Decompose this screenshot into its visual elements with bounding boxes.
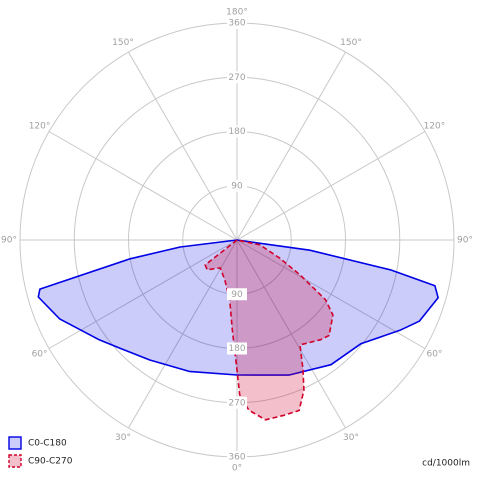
grid-spoke bbox=[48, 131, 238, 241]
angle-label: 180° bbox=[226, 8, 248, 18]
grid-spoke bbox=[236, 51, 346, 241]
unit-label: cd/1000lm bbox=[422, 459, 470, 469]
r-label-bg bbox=[227, 179, 247, 192]
polar-curve bbox=[204, 239, 334, 421]
grid-spoke bbox=[236, 239, 426, 349]
marks bbox=[37, 239, 439, 421]
angle-label: 90° bbox=[1, 236, 17, 246]
r-tick-label: 270 bbox=[228, 73, 245, 83]
angle-label: 150° bbox=[112, 38, 134, 48]
r-tick-label: 360 bbox=[228, 453, 245, 463]
r-tick-label: 180 bbox=[228, 344, 245, 354]
legend-label: C90-C270 bbox=[28, 457, 73, 467]
r-label-bg bbox=[227, 342, 247, 355]
r-tick-label: 270 bbox=[228, 398, 245, 408]
r-label-bg bbox=[227, 288, 247, 301]
angle-label: 150° bbox=[340, 38, 362, 48]
r-label-bg bbox=[227, 17, 247, 29]
r-label-bg bbox=[227, 125, 247, 138]
angle-label: 90° bbox=[457, 236, 473, 246]
legend-swatch bbox=[8, 454, 22, 468]
grid-spoke bbox=[236, 239, 346, 429]
legend-label: C0-C180 bbox=[28, 439, 67, 449]
angle-label: 0° bbox=[232, 464, 242, 474]
r-label-bg bbox=[227, 451, 247, 463]
angle-label: 60° bbox=[426, 350, 442, 360]
angle-label: 120° bbox=[29, 122, 51, 132]
r-tick-label: 90 bbox=[231, 290, 243, 300]
legend-swatch bbox=[8, 436, 22, 450]
polar-curve bbox=[37, 239, 439, 376]
r-tick-label: 90 bbox=[231, 181, 243, 191]
r-tick-label: 180 bbox=[228, 127, 245, 137]
angle-label: 120° bbox=[424, 122, 446, 132]
r-label-bg bbox=[227, 396, 247, 409]
grid-spoke bbox=[128, 239, 238, 429]
angle-label: 30° bbox=[343, 433, 359, 443]
r-label-bg bbox=[227, 71, 247, 84]
grid-spoke bbox=[128, 51, 238, 241]
labels: 150° 120° 90° 60° 30° 0° 30° 60° 90° 120° 150° 180°… bbox=[1, 8, 473, 474]
angle-label: 60° bbox=[32, 350, 48, 360]
grid-spoke bbox=[236, 131, 426, 241]
r-tick-label: 360 bbox=[228, 19, 245, 29]
angle-label: 30° bbox=[115, 433, 131, 443]
